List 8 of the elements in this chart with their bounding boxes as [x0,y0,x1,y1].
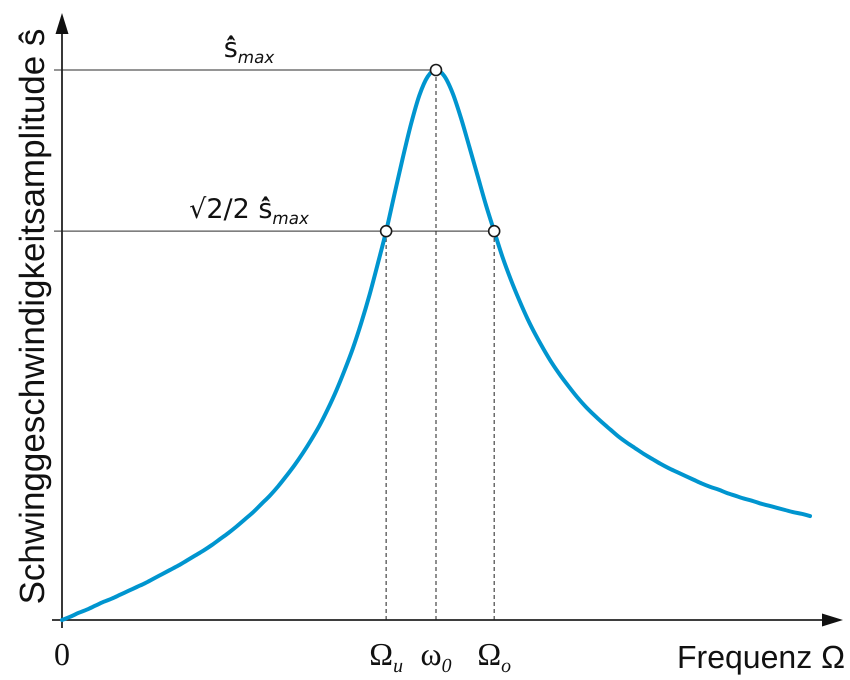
x-tick-label: ω$_{0}$ [420,636,452,678]
x-tick-label: 0 [54,636,70,672]
ref-line-label: √2/2 ṡ̂$_{max}$ [189,194,310,228]
y-axis-title: Schwinggeschwindigkeitsamplitude ṡ̂ [13,28,52,604]
x-axis-title: Frequenz Ω [677,639,845,675]
x-tick-label: Ω$_{o}$ [477,636,512,678]
x-tick-label: Ω$_{u}$ [369,636,404,678]
ref-line-label: ṡ̂$_{max}$ [224,33,276,67]
